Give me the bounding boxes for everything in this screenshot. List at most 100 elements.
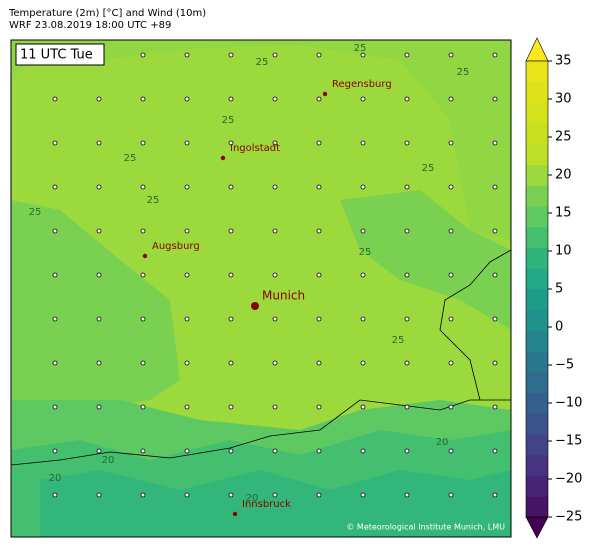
wind-station [52, 228, 58, 234]
wind-station [492, 228, 498, 234]
wind-station [96, 272, 102, 278]
wind-station [184, 272, 190, 278]
wind-station [140, 316, 146, 322]
wind-station [316, 448, 322, 454]
wind-station [228, 492, 234, 498]
wind-station [360, 52, 366, 58]
wind-station [52, 404, 58, 410]
area [340, 190, 511, 330]
wind-station [228, 404, 234, 410]
copyright: © Meteorological Institute Munich, LMU [346, 523, 505, 532]
wind-station [184, 360, 190, 366]
wind-station [140, 140, 146, 146]
wind-station [404, 448, 410, 454]
wind-station [316, 404, 322, 410]
wind-station [492, 404, 498, 410]
wind-station [448, 184, 454, 190]
wind-station [492, 316, 498, 322]
wind-station [404, 316, 410, 322]
wind-station [360, 228, 366, 234]
colorbar-tick-label: 30 [555, 92, 572, 107]
wind-station [140, 448, 146, 454]
wind-station [228, 360, 234, 366]
wind-station [448, 316, 454, 322]
wind-station [272, 492, 278, 498]
time-label: 11 UTC Tue [20, 48, 93, 63]
wind-station [316, 140, 322, 146]
colorbar-band [526, 309, 548, 331]
contour-label: 25 [147, 195, 160, 206]
time-box [15, 43, 105, 66]
city-label: Ingolstadt [230, 143, 280, 154]
city-marker [232, 511, 238, 517]
contour-label: 25 [256, 57, 269, 68]
colorbar-tick-label: 20 [555, 168, 572, 183]
colorbar-band [526, 454, 548, 476]
contour-label: 25 [354, 43, 367, 54]
title: Temperature (2m) [°C] and Wind (10m) [8, 8, 206, 19]
colorbar-tick-label: 5 [555, 282, 563, 297]
wind-station [96, 492, 102, 498]
wind-station [140, 492, 146, 498]
wind-station [272, 184, 278, 190]
colorbar-band [526, 143, 548, 166]
wind-station [96, 448, 102, 454]
colorbar-band [526, 289, 548, 311]
border [11, 399, 511, 466]
wind-station [272, 272, 278, 278]
wind-station [52, 360, 58, 366]
city-label: Munich [262, 289, 305, 303]
colorbar-extend [525, 516, 549, 539]
wind-station [228, 228, 234, 234]
city-marker [251, 302, 259, 310]
colorbar-tick-label: 35 [555, 54, 572, 69]
contour-label: 20 [436, 437, 449, 448]
wind-station [96, 316, 102, 322]
area [11, 200, 180, 420]
colorbar-tick-label: 25 [555, 130, 572, 145]
colorbar-tick-label: 10 [555, 244, 572, 259]
wind-station [360, 360, 366, 366]
contour-label: 25 [29, 207, 42, 218]
colorbar-band [526, 206, 548, 228]
wind-station [52, 184, 58, 190]
wind-station [316, 492, 322, 498]
wind-station [448, 52, 454, 58]
contour-label: 25 [359, 247, 372, 258]
wind-station [492, 52, 498, 58]
wind-station [448, 140, 454, 146]
wind-station [52, 272, 58, 278]
contour-label: 25 [124, 153, 137, 164]
wind-station [360, 316, 366, 322]
wind-station [96, 360, 102, 366]
colorbar-tick-label: −15 [555, 434, 582, 449]
wind-station [360, 140, 366, 146]
wind-station [272, 140, 278, 146]
wind-station [360, 448, 366, 454]
wind-station [140, 404, 146, 410]
colorbar-band [526, 268, 548, 290]
wind-station [52, 448, 58, 454]
wind-station [492, 140, 498, 146]
wind-station [272, 360, 278, 366]
wind-station [184, 140, 190, 146]
wind-station [184, 448, 190, 454]
contour-label: 25 [422, 163, 435, 174]
wind-station [272, 96, 278, 102]
colorbar-band [526, 123, 548, 145]
wind-station [316, 360, 322, 366]
wind-station [316, 96, 322, 102]
wind-station [404, 96, 410, 102]
wind-station [52, 492, 58, 498]
wind-station [52, 140, 58, 146]
wind-station [448, 228, 454, 234]
wind-station [272, 316, 278, 322]
colorbar-band [526, 496, 548, 518]
wind-station [404, 404, 410, 410]
border [439, 249, 511, 401]
wind-station [404, 140, 410, 146]
wind-station [184, 184, 190, 190]
city-marker [220, 155, 226, 161]
wind-station [228, 52, 234, 58]
colorbar-band [526, 102, 548, 124]
